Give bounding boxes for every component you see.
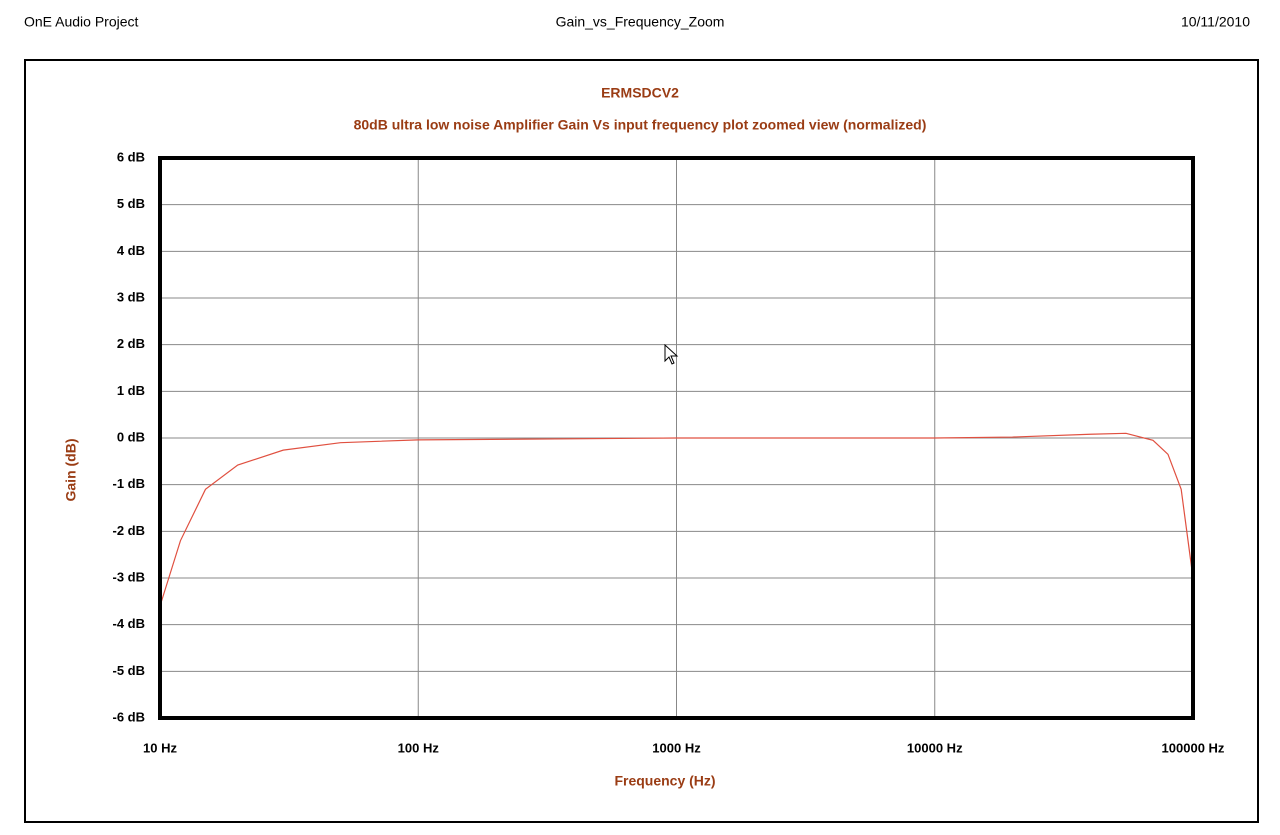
chart-title: ERMSDCV2 bbox=[601, 85, 679, 101]
header-center: Gain_vs_Frequency_Zoom bbox=[556, 14, 725, 30]
y-tick-label: 3 dB bbox=[117, 289, 145, 304]
chart-subtitle: 80dB ultra low noise Amplifier Gain Vs i… bbox=[354, 117, 927, 133]
y-tick-label: -5 dB bbox=[113, 663, 146, 678]
x-axis-label: Frequency (Hz) bbox=[614, 773, 715, 789]
y-tick-label: -1 dB bbox=[113, 476, 146, 491]
y-tick-label: -6 dB bbox=[113, 709, 146, 724]
header-left: OnE Audio Project bbox=[24, 14, 139, 30]
x-tick-label: 100000 Hz bbox=[1162, 740, 1225, 755]
y-axis-label: Gain (dB) bbox=[63, 439, 79, 502]
y-tick-label: -2 dB bbox=[113, 523, 146, 538]
frame bbox=[24, 59, 1259, 823]
x-tick-label: 100 Hz bbox=[398, 740, 440, 755]
gain-curve bbox=[159, 432, 1194, 607]
x-tick-label: 1000 Hz bbox=[652, 740, 701, 755]
plot-border bbox=[158, 156, 1195, 720]
y-tick-label: 2 dB bbox=[117, 336, 145, 351]
y-tick-label: -3 dB bbox=[113, 569, 146, 584]
y-tick-label: 0 dB bbox=[117, 429, 145, 444]
mouse-cursor bbox=[664, 343, 679, 365]
y-tick-label: 4 dB bbox=[117, 243, 145, 258]
x-tick-label: 10000 Hz bbox=[907, 740, 963, 755]
y-tick-label: -4 dB bbox=[113, 616, 146, 631]
y-tick-label: 1 dB bbox=[117, 383, 145, 398]
plot: -6 dB -5 dB -4 dB -3 dB -2 dB -1 dB 0 dB 1 dB 2 … bbox=[113, 149, 1225, 755]
header-right: 10/11/2010 bbox=[1181, 14, 1250, 30]
x-tick-label: 10 Hz bbox=[143, 740, 177, 755]
y-tick-label: 6 dB bbox=[117, 149, 145, 164]
y-tick-label: 5 dB bbox=[117, 196, 145, 211]
